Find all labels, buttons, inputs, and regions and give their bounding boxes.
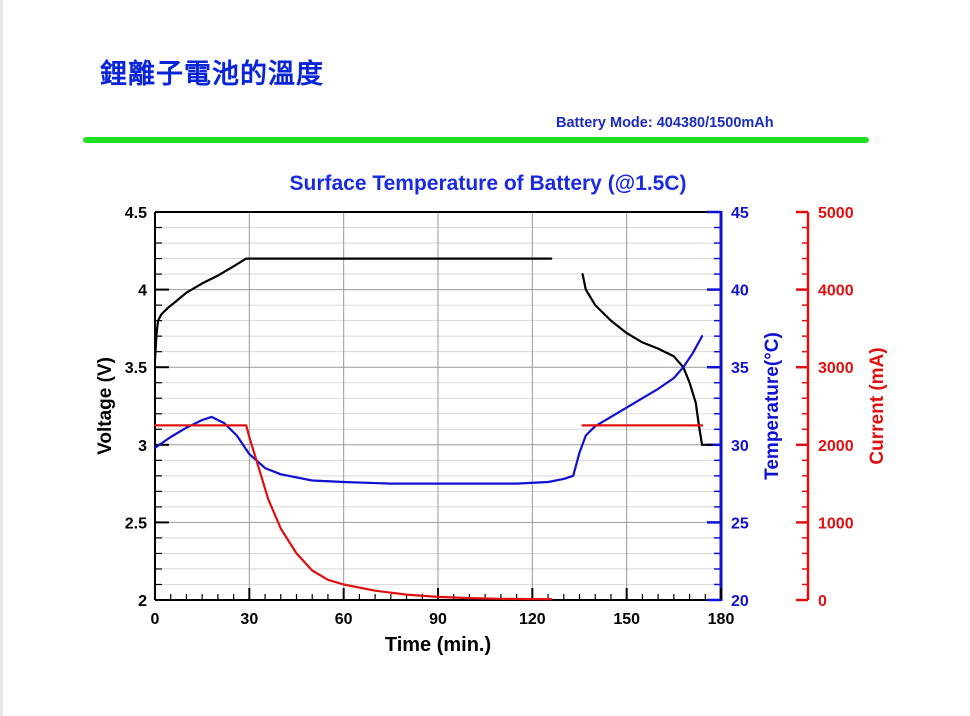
x-tick-label: 60 — [335, 611, 353, 628]
x-tick-label: 0 — [151, 611, 160, 628]
x-tick-label: 30 — [240, 611, 258, 628]
voltage-tick-label: 2.5 — [125, 515, 147, 532]
plot-axes — [154, 211, 810, 601]
x-tick-label: 150 — [613, 611, 640, 628]
axis-ticks: 0 30 60 90 120 150 180 2 2.5 3 3.5 4 4.5 20 25 30 35 40 45… — [125, 205, 854, 628]
voltage-tick-label: 4.5 — [125, 205, 147, 222]
voltage-tick-label: 2 — [138, 593, 147, 610]
voltage-tick-label: 4 — [138, 283, 147, 300]
voltage-tick-label: 3 — [138, 438, 147, 455]
temperature-tick-label: 25 — [731, 515, 749, 532]
temperature-tick-label: 30 — [731, 438, 749, 455]
temperature-tick-label: 45 — [731, 205, 749, 222]
temperature-tick-label: 20 — [731, 593, 749, 610]
current-tick-label: 5000 — [818, 205, 854, 222]
x-tick-label: 90 — [429, 611, 447, 628]
battery-mode-label: Battery Mode: 404380/1500mAh — [556, 115, 774, 131]
series-line-current-charge — [153, 424, 553, 601]
temperature-tick-label: 35 — [731, 360, 749, 377]
plot-grid — [155, 212, 721, 600]
current-tick-label: 2000 — [818, 438, 854, 455]
temperature-tick-label: 40 — [731, 283, 749, 300]
title-rule — [83, 137, 869, 143]
current-tick-label: 1000 — [818, 515, 854, 532]
series-line-voltage-charge — [153, 257, 553, 361]
current-axis-title: Current (mA) — [867, 347, 888, 464]
x-axis-title: Time (min.) — [385, 634, 491, 656]
voltage-axis-title: Voltage (V) — [95, 357, 116, 455]
x-tick-label: 180 — [708, 611, 735, 628]
series-line-voltage-discharge — [581, 273, 704, 446]
temperature-axis-title: Temperature(°C) — [762, 332, 783, 480]
page-title: 鋰離子電池的溫度 — [100, 59, 324, 90]
voltage-tick-label: 3.5 — [125, 360, 147, 377]
chart-title: Surface Temperature of Battery (@1.5C) — [289, 172, 686, 195]
x-tick-label: 120 — [519, 611, 546, 628]
current-tick-label: 3000 — [818, 360, 854, 377]
series-line-temperature — [153, 335, 704, 485]
series-lines — [153, 257, 713, 601]
current-tick-label: 4000 — [818, 283, 854, 300]
current-tick-label: 0 — [818, 593, 827, 610]
slide-edge — [0, 0, 3, 716]
